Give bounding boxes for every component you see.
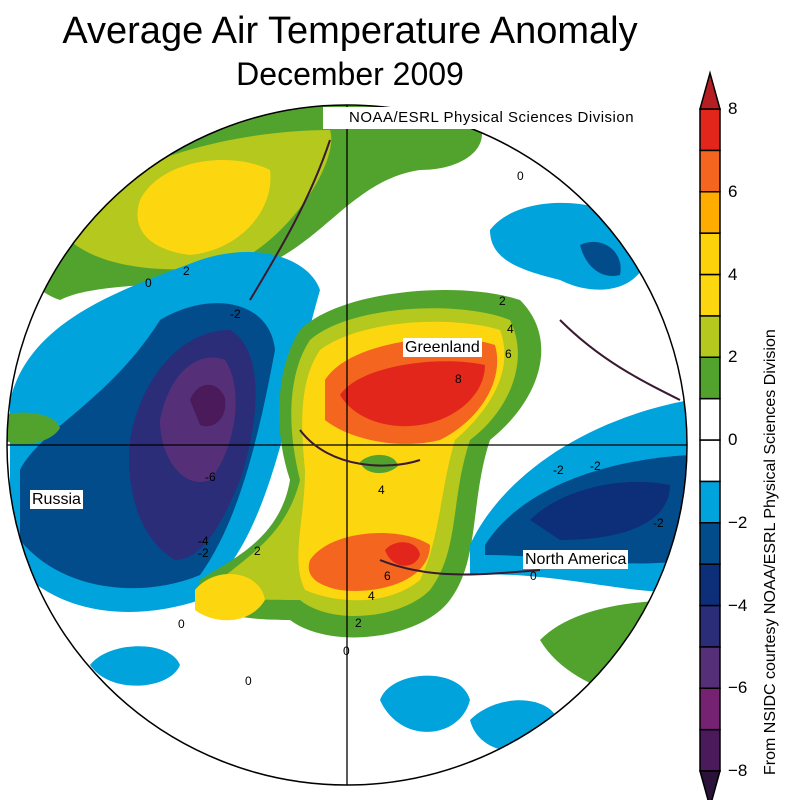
colorbar-tick-label: −8 (728, 761, 748, 780)
colorbar-segment (699, 687, 721, 731)
anomaly-region (90, 646, 180, 686)
contour-label: -2 (553, 463, 564, 477)
map-title: Average Air Temperature Anomaly (62, 10, 638, 52)
contour-label: -2 (198, 546, 209, 560)
contour-label: 2 (499, 294, 506, 308)
colorbar-tick-label: 8 (728, 99, 738, 118)
map-boundary (6, 104, 688, 786)
anomaly-region (530, 481, 670, 540)
anomaly-region (580, 241, 621, 276)
colorbar-segment (699, 191, 721, 234)
anomaly-region (137, 160, 271, 255)
contour-label: 6 (505, 347, 512, 361)
colorbar-tick-label: 6 (728, 181, 738, 201)
contour-label: 0 (245, 674, 252, 688)
colorbar-segment (699, 439, 721, 483)
colorbar-segment (699, 604, 721, 648)
contour-label: 0 (178, 617, 185, 631)
contour-label: 2 (355, 616, 362, 630)
contour-label: 0 (517, 169, 524, 183)
region-label-north-america: North America (523, 550, 629, 569)
region-label-russia: Russia (30, 490, 83, 509)
colorbar-tick-label: 0 (728, 430, 738, 449)
colorbar-tick-label: −4 (728, 595, 748, 615)
map-subtitle: December 2009 (236, 56, 464, 92)
contour-label: 6 (384, 569, 391, 583)
anomaly-region (380, 675, 470, 732)
side-credit: From NSIDC courtesy NOAA/ESRL Physical S… (762, 329, 779, 775)
anomaly-region (340, 361, 485, 427)
colorbar-tick-label: 2 (728, 347, 738, 367)
anomaly-region (7, 412, 60, 445)
colorbar-segment (699, 315, 721, 358)
colorbar-segment (699, 397, 721, 441)
colorbar-segment (699, 108, 721, 152)
contour-label: 0 (530, 569, 537, 583)
contour-label: 4 (507, 322, 514, 336)
contour-label: 0 (343, 644, 350, 658)
anomaly-region (385, 542, 420, 566)
region-label-greenland: Greenland (403, 338, 482, 357)
colorbar-under-triangle (699, 770, 721, 800)
colorbar-segment (699, 356, 721, 400)
colorbar-tick-label: −2 (728, 512, 748, 532)
colorbar-segment (699, 273, 721, 317)
contour-label: 2 (183, 264, 190, 278)
contour-label: 4 (378, 483, 385, 497)
contour-label: -6 (205, 470, 216, 484)
colorbar-segment (699, 563, 721, 607)
contour-label: -2 (590, 459, 601, 473)
contour-label: 8 (455, 372, 462, 386)
colorbar-segment (699, 646, 721, 689)
anomaly-region (195, 573, 265, 621)
contour-label: -2 (653, 516, 664, 530)
contour-label: -2 (230, 307, 241, 321)
contour-label: 2 (254, 544, 261, 558)
colorbar-segment (699, 232, 721, 276)
colorbar-tick-label: −6 (728, 678, 748, 698)
contour-label: 4 (368, 589, 375, 603)
colorbar-segment (699, 480, 721, 524)
colorbar-segment (699, 522, 721, 565)
anomaly-region (360, 454, 398, 474)
credit-label: NOAA/ESRL Physical Sciences Division (323, 107, 689, 129)
colorbar-tick-label: 4 (728, 264, 738, 284)
colorbar (699, 70, 721, 800)
colorbar-over-triangle (699, 70, 721, 110)
colorbar-segment (699, 149, 721, 193)
anomaly-region (190, 384, 226, 427)
contour-labels: 0 2 -2 -2 0 -6 -4 -2 2 4 6 8 2 4 6 4 2 0… (145, 169, 664, 688)
contour-label: 0 (145, 276, 152, 290)
contour-label: -4 (198, 534, 209, 548)
colorbar-segment (699, 728, 721, 772)
